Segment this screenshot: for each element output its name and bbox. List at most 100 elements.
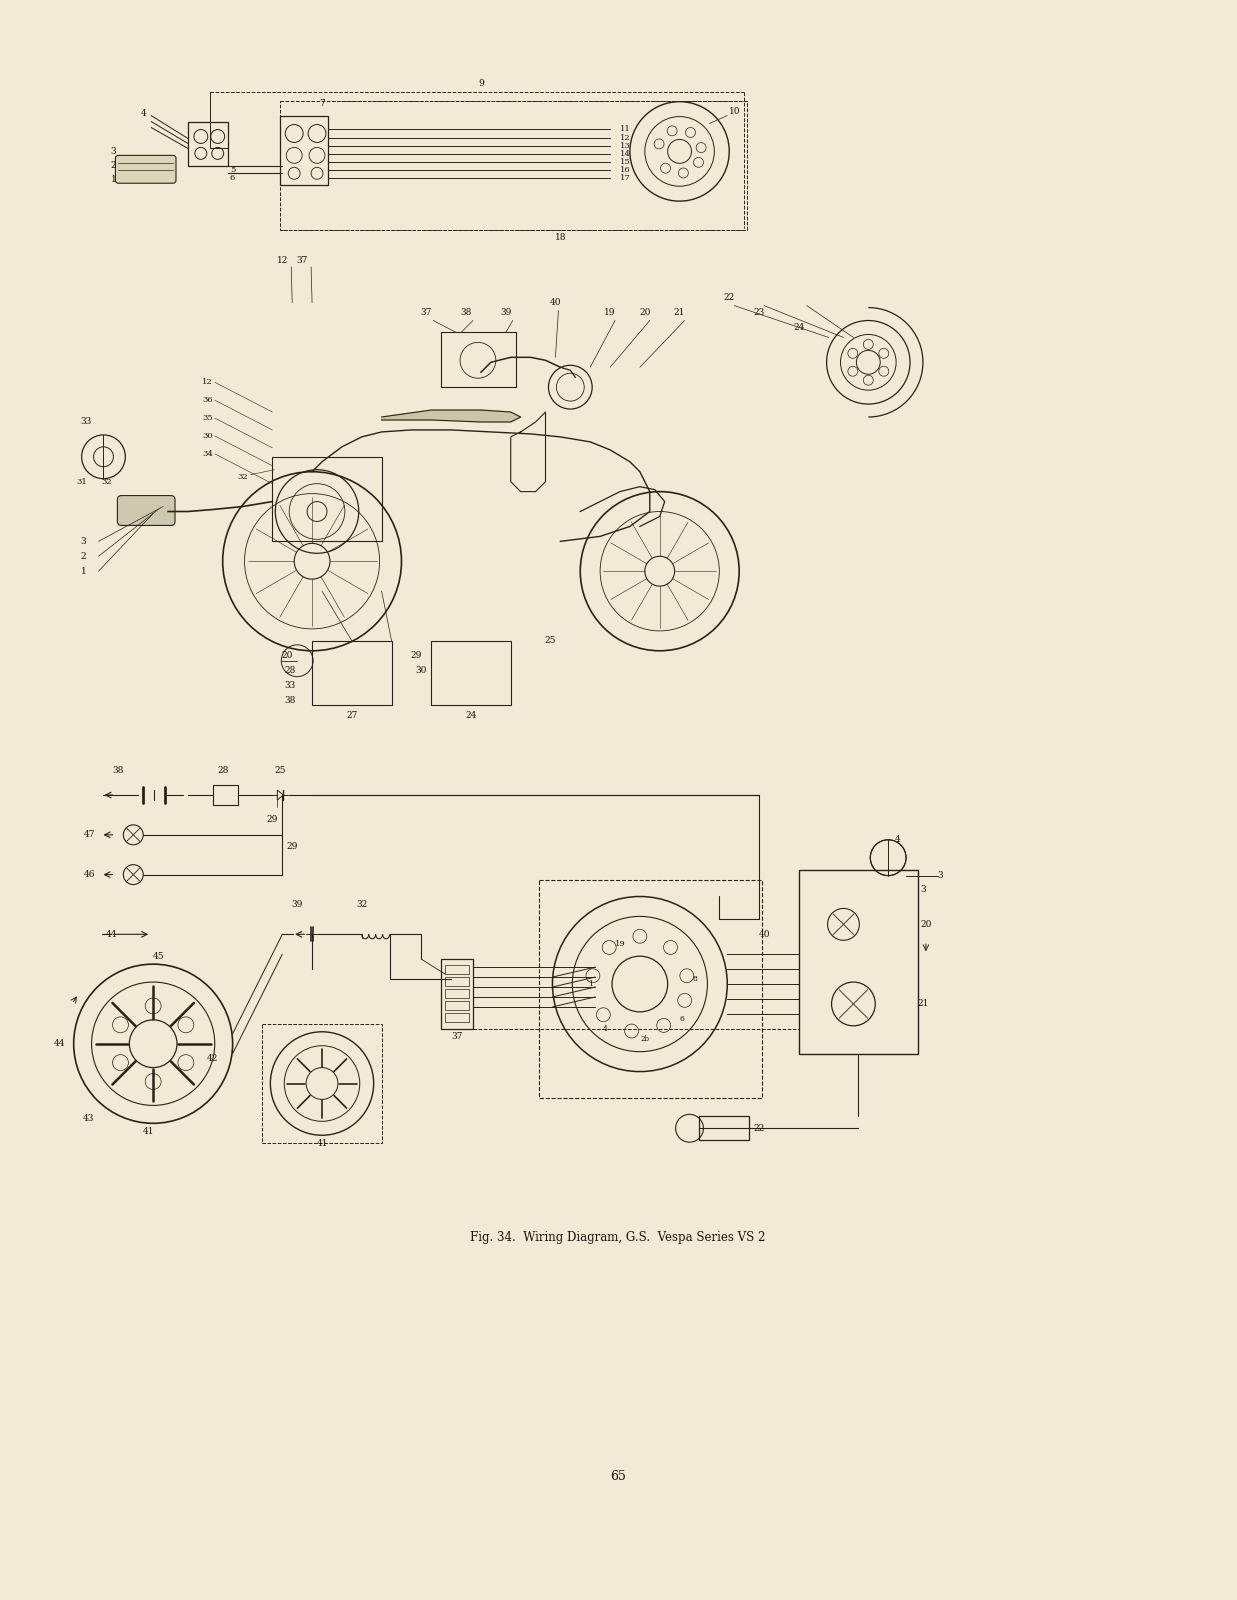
Text: 1: 1 bbox=[110, 174, 116, 184]
Text: 41: 41 bbox=[142, 1126, 153, 1136]
Text: 28: 28 bbox=[285, 666, 296, 675]
Bar bbox=[442, 333, 516, 387]
Text: 12: 12 bbox=[277, 256, 288, 266]
Text: 4: 4 bbox=[602, 1026, 607, 1034]
Text: 40: 40 bbox=[758, 930, 769, 939]
Bar bbox=[538, 880, 762, 1099]
Bar bbox=[213, 786, 238, 805]
Bar bbox=[699, 1117, 750, 1141]
Text: 44: 44 bbox=[105, 930, 118, 939]
Text: Fig. 34.  Wiring Diagram, G.S.  Vespa Series VS 2: Fig. 34. Wiring Diagram, G.S. Vespa Seri… bbox=[470, 1232, 766, 1245]
Text: 29: 29 bbox=[267, 816, 278, 824]
Text: 1: 1 bbox=[588, 981, 593, 989]
Text: 30: 30 bbox=[416, 666, 427, 675]
Text: 7: 7 bbox=[319, 99, 325, 109]
Text: 13: 13 bbox=[620, 142, 631, 150]
Text: 2b: 2b bbox=[641, 1035, 649, 1043]
Text: 5: 5 bbox=[230, 166, 235, 174]
Text: 30: 30 bbox=[202, 432, 213, 440]
Text: 29: 29 bbox=[411, 651, 422, 661]
Text: 8: 8 bbox=[691, 974, 696, 982]
Bar bbox=[445, 989, 469, 998]
Text: 11: 11 bbox=[620, 125, 631, 133]
Bar bbox=[799, 870, 918, 1054]
Text: 35: 35 bbox=[202, 414, 213, 422]
Text: 21: 21 bbox=[918, 1000, 929, 1008]
Bar bbox=[445, 1013, 469, 1022]
Bar bbox=[272, 456, 381, 541]
Text: 2: 2 bbox=[80, 552, 87, 560]
Text: 39: 39 bbox=[292, 899, 303, 909]
FancyBboxPatch shape bbox=[115, 155, 176, 184]
Text: 41: 41 bbox=[317, 1139, 328, 1147]
Text: 6: 6 bbox=[230, 174, 235, 182]
Bar bbox=[281, 101, 747, 230]
Text: 22: 22 bbox=[753, 1123, 764, 1133]
Text: 18: 18 bbox=[554, 234, 567, 243]
Text: 6: 6 bbox=[679, 1014, 684, 1022]
Text: 4: 4 bbox=[896, 835, 901, 845]
Text: 42: 42 bbox=[207, 1054, 219, 1062]
Text: 34: 34 bbox=[202, 450, 213, 458]
Text: 20: 20 bbox=[282, 651, 293, 661]
Text: 47: 47 bbox=[84, 830, 95, 840]
Text: 24: 24 bbox=[465, 710, 476, 720]
Text: 23: 23 bbox=[753, 309, 764, 317]
Text: 32: 32 bbox=[356, 899, 367, 909]
Text: 38: 38 bbox=[113, 766, 124, 774]
Text: 24: 24 bbox=[793, 323, 804, 331]
Bar bbox=[445, 1002, 469, 1010]
Text: 3: 3 bbox=[110, 147, 116, 155]
Text: 22: 22 bbox=[724, 293, 735, 302]
Text: 9: 9 bbox=[477, 80, 484, 88]
Bar bbox=[445, 978, 469, 986]
Text: 33: 33 bbox=[285, 682, 296, 690]
Text: 2: 2 bbox=[110, 162, 116, 170]
Text: 43: 43 bbox=[83, 1114, 94, 1123]
Text: 38: 38 bbox=[460, 309, 471, 317]
Text: 4: 4 bbox=[140, 109, 146, 118]
Text: 28: 28 bbox=[216, 766, 229, 774]
Bar bbox=[312, 642, 392, 706]
Text: 46: 46 bbox=[84, 870, 95, 878]
Bar bbox=[432, 642, 511, 706]
Text: 37: 37 bbox=[452, 1032, 463, 1042]
Bar bbox=[188, 122, 228, 166]
Text: 1: 1 bbox=[80, 566, 87, 576]
Bar bbox=[281, 115, 328, 186]
Text: 10: 10 bbox=[729, 107, 740, 117]
Text: 21: 21 bbox=[674, 309, 685, 317]
Text: 19: 19 bbox=[615, 941, 626, 949]
Bar bbox=[445, 965, 469, 974]
Text: 31: 31 bbox=[77, 478, 87, 486]
Text: 3: 3 bbox=[920, 885, 925, 894]
Text: 39: 39 bbox=[500, 309, 511, 317]
Text: 19: 19 bbox=[605, 309, 616, 317]
Text: 45: 45 bbox=[152, 952, 165, 960]
Text: 33: 33 bbox=[80, 418, 92, 427]
Text: 32: 32 bbox=[238, 472, 247, 480]
Text: 3: 3 bbox=[80, 538, 87, 546]
Text: 20: 20 bbox=[640, 309, 651, 317]
Text: 17: 17 bbox=[620, 174, 631, 182]
Text: 38: 38 bbox=[285, 696, 296, 706]
Text: 37: 37 bbox=[421, 309, 432, 317]
Text: 12: 12 bbox=[620, 134, 631, 142]
Text: 65: 65 bbox=[610, 1470, 626, 1483]
Text: 27: 27 bbox=[346, 710, 357, 720]
FancyBboxPatch shape bbox=[118, 496, 174, 525]
Text: 3: 3 bbox=[936, 870, 943, 880]
Text: 16: 16 bbox=[620, 166, 631, 174]
Text: 36: 36 bbox=[202, 397, 213, 405]
Text: 25: 25 bbox=[544, 637, 557, 645]
Text: 14: 14 bbox=[620, 150, 631, 158]
Text: 20: 20 bbox=[920, 920, 931, 930]
Text: 37: 37 bbox=[297, 256, 308, 266]
Polygon shape bbox=[381, 410, 521, 422]
Text: 15: 15 bbox=[620, 158, 631, 166]
Bar bbox=[442, 958, 473, 1029]
Text: 29: 29 bbox=[287, 842, 298, 851]
Text: 44: 44 bbox=[54, 1040, 66, 1048]
Bar bbox=[262, 1024, 381, 1144]
Text: 40: 40 bbox=[549, 298, 562, 307]
